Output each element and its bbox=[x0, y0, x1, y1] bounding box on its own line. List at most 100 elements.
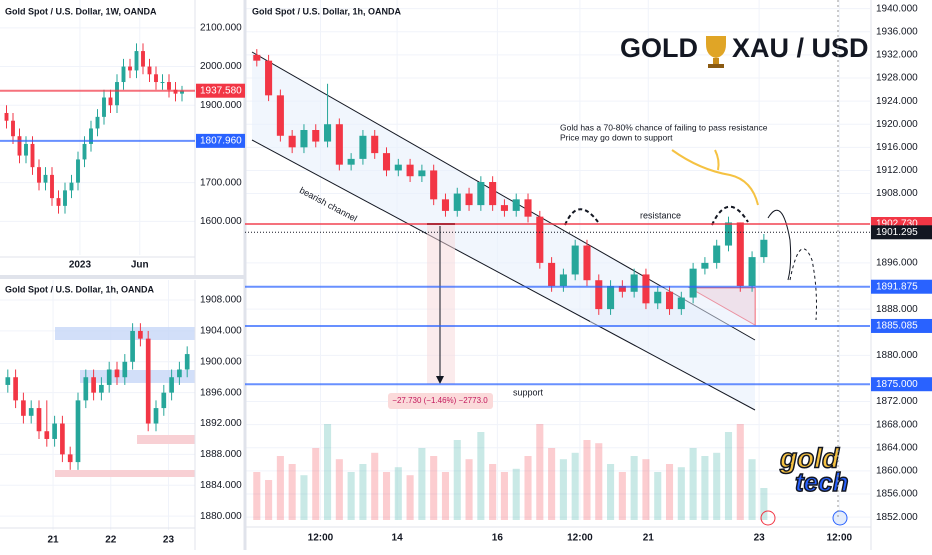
candle-body bbox=[441, 199, 450, 211]
candle-body bbox=[102, 97, 106, 117]
candle-body bbox=[44, 431, 50, 439]
candle-body bbox=[67, 454, 73, 463]
candle-body bbox=[37, 167, 41, 183]
y-tick-label: 1900.000 bbox=[200, 100, 242, 111]
candle-body bbox=[76, 159, 80, 183]
event-icon[interactable] bbox=[760, 510, 776, 526]
candle-body bbox=[701, 262, 709, 269]
candle-body bbox=[760, 239, 768, 258]
volume-bar bbox=[701, 456, 709, 520]
candle-body bbox=[24, 143, 28, 156]
candle-body bbox=[17, 136, 22, 156]
candle-body bbox=[618, 286, 626, 292]
candle-body bbox=[500, 205, 508, 211]
price-label-bg bbox=[196, 133, 245, 148]
candle-body bbox=[430, 170, 438, 200]
candle-body bbox=[56, 198, 61, 206]
y-tick-label: 1932.000 bbox=[876, 50, 918, 61]
price-label: 1901.295 bbox=[876, 227, 918, 238]
y-tick-label: 1860.000 bbox=[876, 466, 918, 477]
price-label-bg bbox=[196, 83, 245, 98]
x-tick-label: Jun bbox=[131, 260, 149, 271]
volume-bar bbox=[654, 472, 662, 520]
volume-bar bbox=[512, 468, 520, 520]
annotation: resistance bbox=[640, 210, 681, 220]
hand-mark bbox=[714, 149, 720, 171]
candle-body bbox=[177, 369, 182, 378]
price-label: 1891.875 bbox=[876, 281, 918, 292]
x-tick-label: 21 bbox=[47, 535, 59, 546]
zone bbox=[55, 327, 195, 340]
candle-body bbox=[548, 262, 556, 286]
volume-bar bbox=[571, 452, 579, 520]
volume-bar bbox=[359, 464, 367, 520]
volume-bar bbox=[642, 459, 650, 520]
volume-bar bbox=[524, 456, 532, 520]
candle-body bbox=[489, 182, 497, 206]
candle-body bbox=[106, 369, 112, 385]
y-tick-label: 1908.000 bbox=[876, 188, 918, 199]
candle-body bbox=[288, 135, 296, 148]
price-label: 1875.000 bbox=[876, 379, 918, 390]
candle-body bbox=[5, 377, 11, 385]
candle-body bbox=[52, 423, 57, 439]
zone bbox=[55, 470, 195, 477]
y-tick-label: 1864.000 bbox=[876, 442, 918, 453]
y-tick-label: 1888.000 bbox=[200, 449, 242, 460]
volume-bar bbox=[689, 448, 697, 520]
volume-bar bbox=[677, 467, 685, 520]
candle-body bbox=[583, 245, 591, 281]
volume-bar bbox=[607, 464, 615, 520]
candle-body bbox=[630, 274, 638, 292]
candle-body bbox=[169, 377, 174, 393]
x-tick-label: 21 bbox=[643, 533, 655, 544]
y-tick-label: 1940.000 bbox=[876, 3, 918, 14]
y-tick-label: 1700.000 bbox=[200, 177, 242, 188]
arrow-head bbox=[436, 376, 444, 384]
y-tick-label: 1924.000 bbox=[876, 96, 918, 107]
logo: tech bbox=[795, 467, 848, 497]
volume-bar bbox=[300, 475, 308, 520]
candle-body bbox=[50, 174, 54, 199]
volume-bar bbox=[324, 424, 332, 520]
volume-bar bbox=[441, 472, 450, 520]
volume-bar bbox=[536, 424, 544, 520]
candle-body bbox=[642, 274, 650, 304]
candle-body bbox=[180, 90, 184, 94]
volume-bar bbox=[430, 456, 438, 520]
x-tick-label: 12:00 bbox=[827, 533, 853, 544]
candle-body bbox=[91, 377, 96, 393]
volume-bar bbox=[630, 456, 638, 520]
volume-bar bbox=[713, 452, 721, 520]
candle-body bbox=[312, 130, 320, 142]
candle-body bbox=[69, 182, 74, 191]
y-tick-label: 1908.000 bbox=[200, 295, 242, 306]
volume-bar bbox=[477, 432, 485, 520]
price-label-bg bbox=[871, 225, 932, 240]
candle-body bbox=[453, 193, 461, 211]
x-tick-label: 16 bbox=[492, 533, 504, 544]
candle-body bbox=[75, 400, 81, 463]
channel-bottom bbox=[251, 139, 756, 411]
price-label: 1885.085 bbox=[876, 321, 918, 332]
logo: gold bbox=[779, 442, 840, 473]
annotation: support bbox=[513, 387, 544, 397]
candle-body bbox=[371, 135, 379, 154]
measure-box bbox=[427, 224, 455, 384]
price-label: 1807.960 bbox=[200, 136, 242, 147]
y-tick-label: 1920.000 bbox=[876, 119, 918, 130]
candle-body bbox=[736, 222, 744, 286]
x-tick-label: 14 bbox=[392, 533, 404, 544]
measure-label: −27.730 (−1.46%) −2773.0 bbox=[392, 396, 488, 405]
candle-body bbox=[677, 297, 685, 310]
volume-bar bbox=[406, 475, 414, 520]
event-icon[interactable] bbox=[832, 510, 848, 526]
panel-title: Gold Spot / U.S. Dollar, 1h, OANDA bbox=[5, 284, 155, 294]
headline: GOLD bbox=[620, 33, 698, 63]
annotation: Price may go down to support bbox=[560, 132, 673, 142]
y-tick-label: 1892.000 bbox=[200, 418, 242, 429]
candle-body bbox=[28, 408, 34, 416]
candle-body bbox=[128, 66, 132, 71]
candle-body bbox=[160, 82, 165, 84]
candle-body bbox=[134, 51, 139, 71]
